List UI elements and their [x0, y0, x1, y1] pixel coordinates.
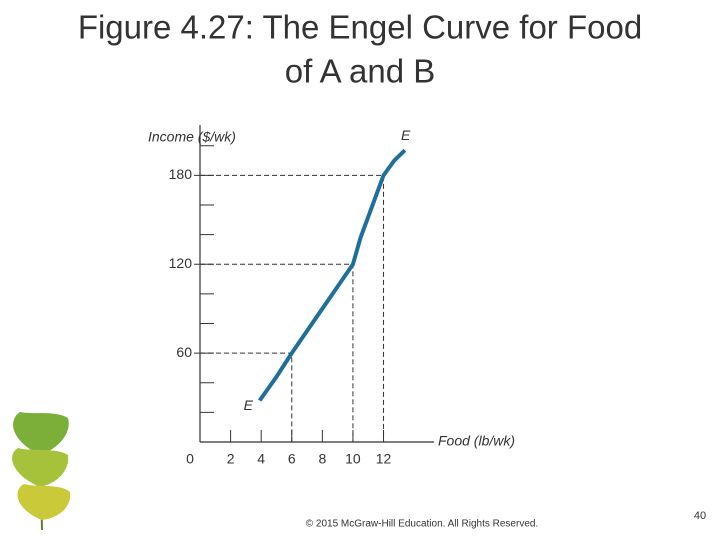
ginkgo-decoration: [12, 412, 71, 531]
curve-label: E: [401, 127, 411, 143]
x-tick-label: 10: [345, 451, 361, 467]
x-tick-label: 8: [318, 451, 326, 467]
x-tick-label: 12: [376, 451, 392, 467]
page-number: 40: [694, 510, 706, 522]
title-line: Figure 4.27: The Engel Curve for Food: [78, 9, 642, 46]
curve-label: E: [244, 397, 254, 413]
title-line: of A and B: [285, 53, 435, 90]
x-tick-label: 6: [288, 451, 296, 467]
footer: © 2015 McGraw-Hill Education. All Rights…: [306, 519, 538, 530]
y-axis-label: Income ($/wk): [148, 129, 236, 145]
y-tick-label: 180: [169, 166, 193, 182]
x-tick-label: 0: [186, 451, 194, 467]
y-tick-label: 120: [169, 255, 193, 271]
x-tick-label: 4: [257, 451, 265, 467]
x-tick-label: 2: [227, 451, 235, 467]
engel-curve: [258, 148, 407, 402]
guide-line: [200, 174, 385, 442]
x-axis-label: Food (lb/wk): [438, 433, 515, 449]
y-tick-label: 60: [176, 344, 192, 360]
plot: Income ($/wk) Food (lb/wk) 60 120 180 0 2 4 6 8 10…: [148, 125, 515, 467]
